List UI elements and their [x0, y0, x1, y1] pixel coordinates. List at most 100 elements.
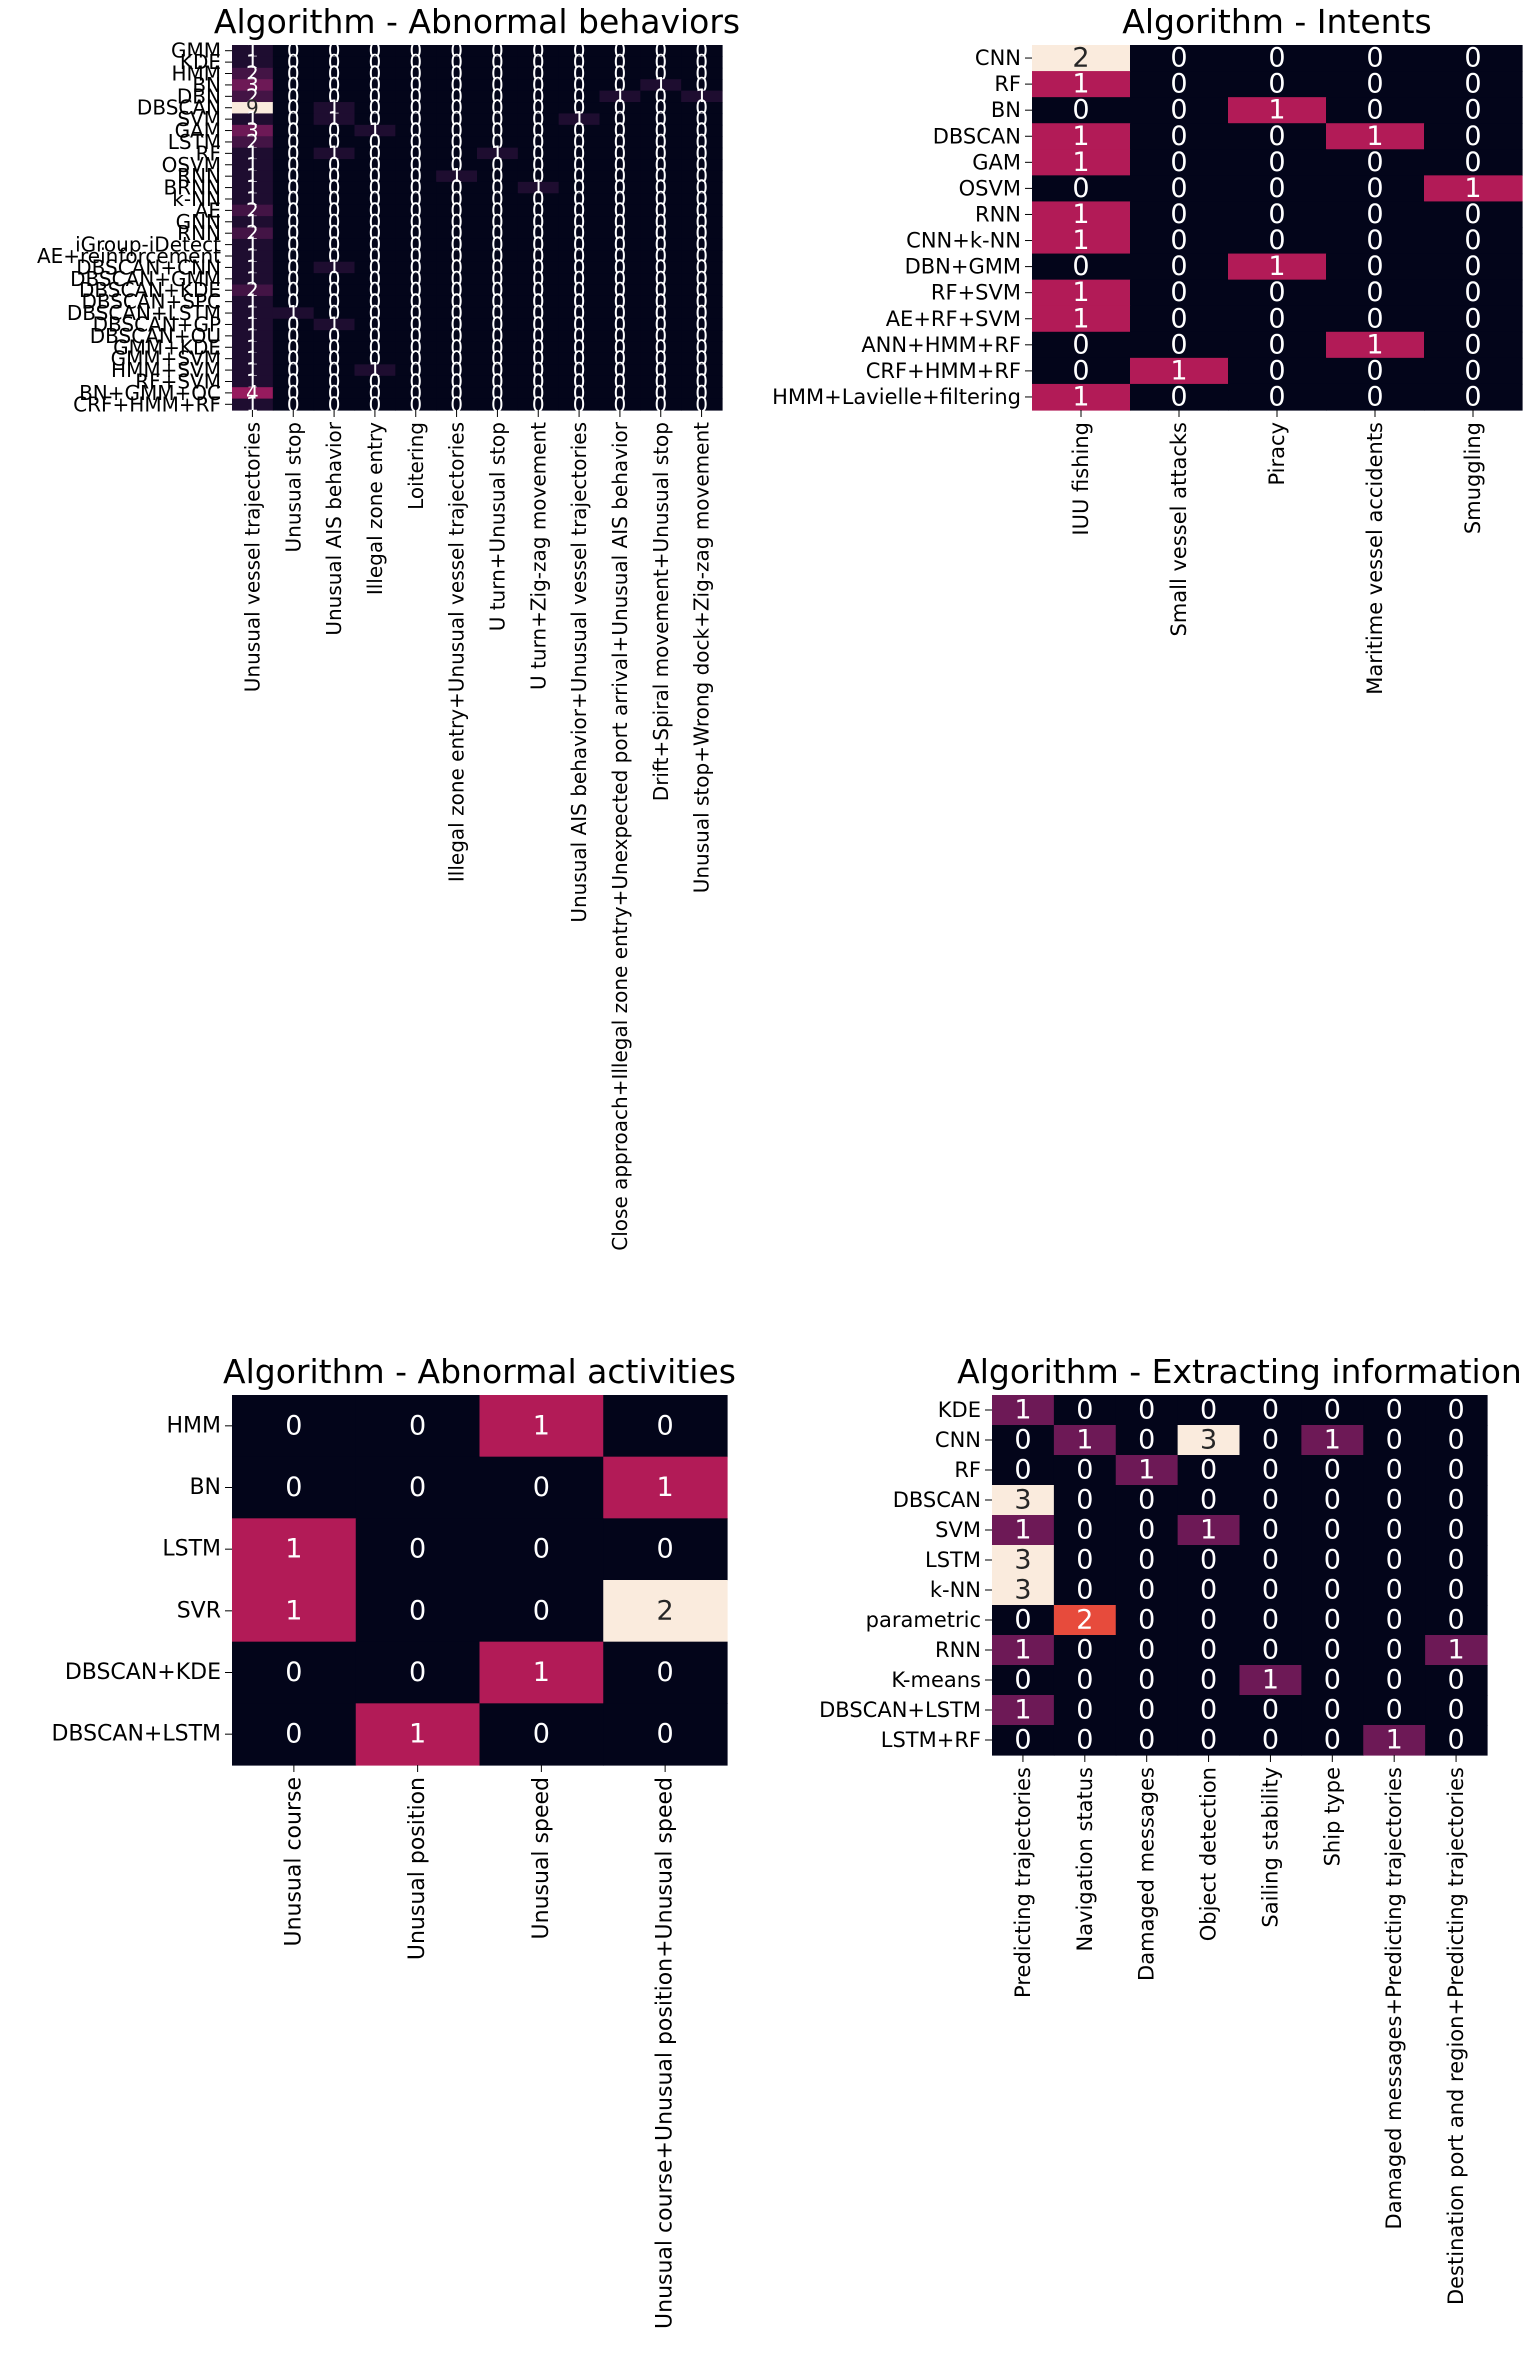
heatmap-cell	[354, 113, 396, 126]
col-label: Piracy	[1265, 422, 1289, 486]
heatmap-cell	[477, 284, 519, 297]
heatmap-cell	[232, 181, 274, 194]
cell-value: 0	[1262, 1455, 1279, 1486]
cell-value: 0	[1386, 1395, 1403, 1426]
heatmap-cell	[558, 170, 601, 183]
heatmap-cell	[395, 193, 437, 206]
row-label: K-means	[891, 1668, 981, 1692]
heatmap-cell	[603, 1395, 728, 1458]
cell-value: 0	[1076, 1485, 1093, 1516]
heatmap-cell	[640, 181, 682, 194]
heatmap-cell	[1115, 1635, 1179, 1666]
heatmap-cell	[517, 238, 560, 251]
heatmap-cell	[640, 295, 682, 308]
heatmap-cell	[1425, 1395, 1488, 1426]
heatmap-cell	[354, 341, 396, 354]
cell-value: 1	[246, 392, 259, 416]
col-label: IUU fishing	[1069, 422, 1093, 536]
cell-value: 1	[1014, 1395, 1031, 1426]
heatmap-cell	[354, 159, 396, 172]
col-label: Illegal zone entry	[363, 422, 387, 595]
heatmap-cell	[313, 181, 356, 194]
heatmap-cell	[1239, 1695, 1302, 1726]
heatmap-cell	[354, 387, 396, 400]
heatmap-cell	[681, 284, 723, 297]
row-label: BN	[189, 1475, 221, 1500]
row-label: GMM+KDE	[113, 335, 221, 359]
cell-value: 0	[1138, 1425, 1155, 1456]
heatmap-cell	[232, 387, 274, 400]
heatmap-cell	[313, 238, 356, 251]
cell-value: 0	[1464, 69, 1481, 100]
heatmap-cell	[517, 375, 560, 388]
cell-value: 1	[1072, 277, 1089, 308]
row-label: LSTM	[168, 130, 221, 154]
heatmap-cell	[640, 45, 682, 58]
cell-value: 0	[533, 1595, 550, 1626]
heatmap-cell	[992, 1605, 1055, 1636]
heatmap-cell	[436, 90, 478, 103]
heatmap-cell	[1032, 45, 1131, 72]
row-label: KDE	[938, 1398, 981, 1422]
chart-title: Algorithm - Abnormal activities	[223, 1352, 736, 1391]
heatmap-cell	[1326, 253, 1425, 281]
heatmap-cell	[272, 136, 315, 149]
heatmap-cell	[313, 67, 356, 80]
cell-value: 0	[1138, 1605, 1155, 1636]
heatmap-cell	[232, 204, 274, 217]
heatmap-cell	[1177, 1395, 1241, 1426]
cell-value: 0	[1447, 1605, 1464, 1636]
heatmap-cell	[681, 364, 723, 377]
heatmap-cell	[1326, 227, 1425, 255]
cell-value: 0	[1262, 1395, 1279, 1426]
heatmap-cell	[1177, 1515, 1241, 1546]
cell-value: 0	[1262, 1425, 1279, 1456]
cell-value: 0	[654, 392, 667, 416]
heatmap-cell	[477, 102, 519, 115]
heatmap-cell	[354, 170, 396, 183]
cell-value: 0	[409, 1410, 426, 1441]
heatmap-cell	[232, 238, 274, 251]
heatmap-cell	[436, 216, 478, 229]
heatmap-cell	[558, 102, 601, 115]
heatmap-cell	[272, 159, 315, 172]
heatmap-cell	[1239, 1635, 1302, 1666]
cell-value: 0	[1366, 147, 1383, 178]
heatmap-cell	[517, 398, 560, 411]
cell-value: 0	[1138, 1575, 1155, 1606]
heatmap-cell	[681, 238, 723, 251]
cell-value: 1	[1447, 1635, 1464, 1666]
heatmap-cell	[1115, 1665, 1179, 1696]
heatmap-cell	[272, 147, 315, 160]
heatmap-cell	[599, 341, 641, 354]
heatmap-cell	[395, 375, 437, 388]
heatmap-cell	[681, 159, 723, 172]
heatmap-cell	[1032, 305, 1131, 333]
cell-value: 0	[1386, 1665, 1403, 1696]
heatmap-cell	[272, 113, 315, 126]
heatmap-cell	[232, 124, 274, 137]
heatmap-cell	[1424, 149, 1523, 176]
heatmap-cell	[517, 67, 560, 80]
heatmap-cell	[395, 181, 437, 194]
row-label: RNN	[177, 221, 221, 245]
heatmap-cell	[517, 124, 560, 137]
heatmap-cell	[558, 56, 601, 69]
heatmap-cell	[354, 398, 396, 411]
cell-value: 0	[1447, 1485, 1464, 1516]
heatmap-cell	[395, 113, 437, 126]
cell-value: 1	[285, 1534, 302, 1565]
heatmap-cell	[681, 102, 723, 115]
heatmap-cell	[681, 261, 723, 274]
heatmap-cell	[354, 273, 396, 286]
heatmap-cell	[517, 102, 560, 115]
heatmap-cell	[354, 79, 396, 92]
heatmap-cell	[272, 124, 315, 137]
row-label: RF	[196, 141, 221, 165]
heatmap-cell	[640, 330, 682, 343]
cell-value: 1	[1014, 1635, 1031, 1666]
heatmap-cell	[1032, 357, 1131, 385]
col-label: Illegal zone entry+Unusual vessel trajec…	[445, 422, 469, 882]
heatmap-cell	[436, 204, 478, 217]
